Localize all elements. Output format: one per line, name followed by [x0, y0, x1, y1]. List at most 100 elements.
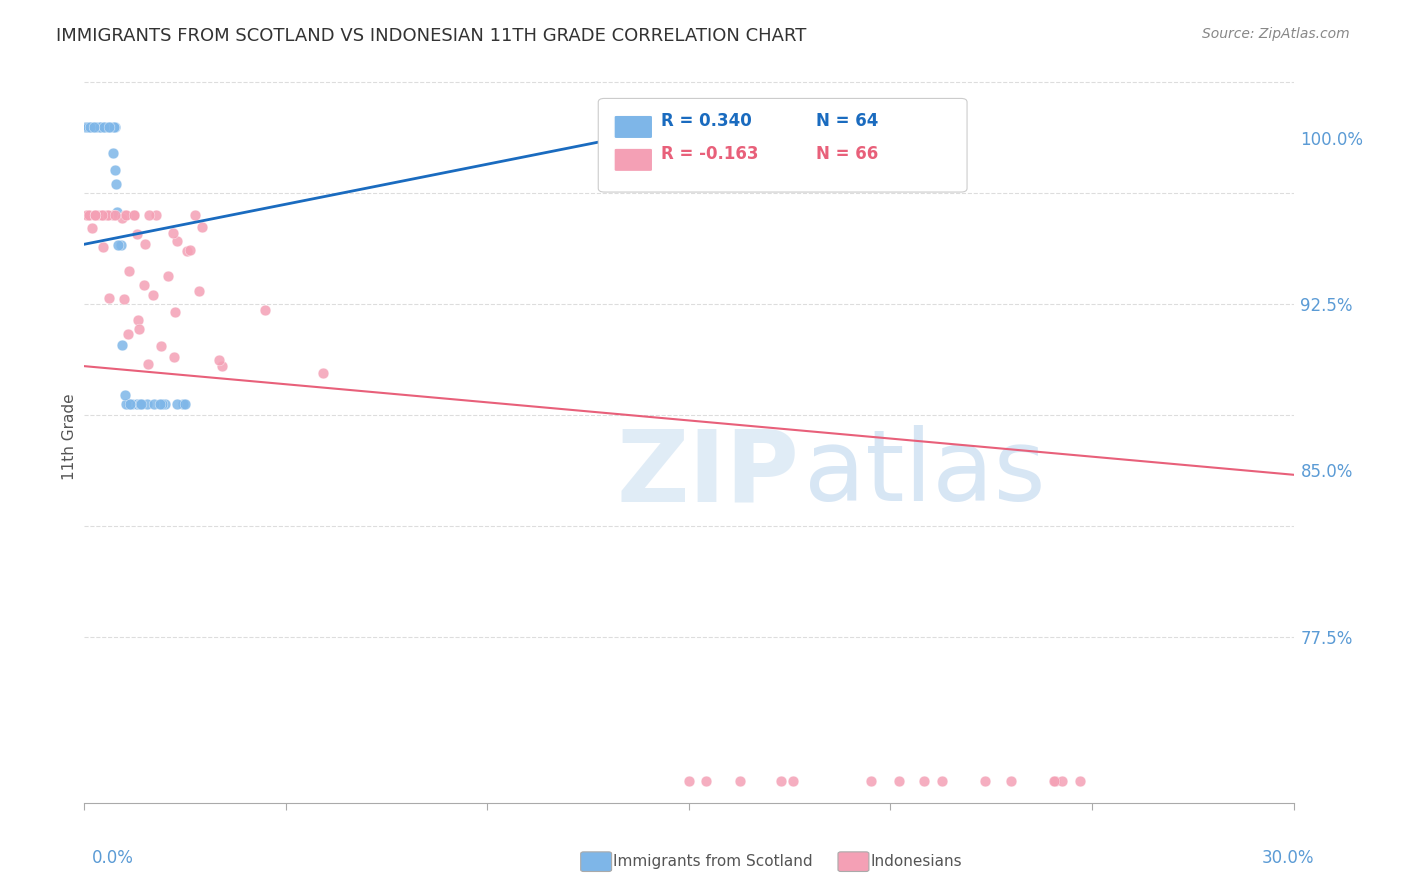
Point — [97, 120, 120, 134]
Point — [87, 120, 110, 134]
Point — [162, 227, 184, 241]
Point — [96, 120, 118, 134]
Point — [179, 244, 201, 258]
Point — [142, 397, 165, 411]
Point — [76, 120, 98, 134]
Point — [117, 326, 139, 341]
Point — [89, 120, 111, 134]
Text: 0.0%: 0.0% — [91, 849, 134, 867]
Point — [84, 209, 107, 223]
Point — [157, 269, 180, 284]
Point — [912, 773, 935, 788]
Point — [150, 339, 173, 353]
Point — [136, 397, 159, 411]
Point — [97, 291, 120, 305]
Point — [129, 397, 152, 411]
Point — [80, 120, 103, 134]
Point — [145, 209, 167, 223]
Text: 30.0%: 30.0% — [1263, 849, 1315, 867]
Point — [114, 209, 136, 223]
Text: ZIP: ZIP — [616, 425, 799, 522]
Point — [98, 120, 121, 134]
Point — [76, 120, 98, 134]
Point — [127, 313, 149, 327]
Point — [80, 220, 103, 235]
Point — [98, 120, 121, 134]
FancyBboxPatch shape — [599, 98, 967, 192]
Point — [84, 120, 107, 134]
Point — [79, 120, 101, 134]
Point — [76, 120, 98, 134]
Point — [678, 773, 700, 788]
Point — [127, 397, 149, 411]
Text: IMMIGRANTS FROM SCOTLAND VS INDONESIAN 11TH GRADE CORRELATION CHART: IMMIGRANTS FROM SCOTLAND VS INDONESIAN 1… — [56, 27, 807, 45]
Point — [86, 209, 108, 223]
Point — [769, 773, 792, 788]
Point — [1050, 773, 1073, 788]
Point — [98, 120, 121, 134]
Point — [115, 209, 138, 223]
Point — [254, 302, 277, 317]
Point — [101, 209, 124, 223]
Point — [1043, 773, 1066, 788]
Point — [75, 120, 97, 134]
Text: Source: ZipAtlas.com: Source: ZipAtlas.com — [1202, 27, 1350, 41]
Point — [128, 322, 150, 336]
Point — [142, 287, 165, 301]
Point — [76, 209, 98, 223]
Point — [1000, 773, 1022, 788]
Point — [114, 397, 136, 411]
Point — [111, 211, 134, 225]
Point — [110, 238, 132, 252]
Point — [122, 209, 145, 223]
Point — [105, 178, 128, 192]
Y-axis label: 11th Grade: 11th Grade — [62, 393, 77, 481]
Point — [80, 120, 103, 134]
Point — [104, 163, 127, 178]
Point — [208, 352, 231, 367]
Point — [153, 397, 176, 411]
Point — [311, 366, 333, 380]
Point — [163, 305, 186, 319]
Point — [191, 219, 214, 234]
Point — [96, 209, 118, 223]
Point — [89, 120, 111, 134]
Point — [132, 278, 155, 293]
Point — [166, 234, 188, 248]
Text: N = 66: N = 66 — [815, 145, 879, 163]
Point — [84, 120, 107, 134]
Point — [79, 120, 101, 134]
Point — [136, 357, 159, 371]
Point — [104, 209, 127, 223]
Point — [91, 209, 114, 223]
Text: atlas: atlas — [804, 425, 1046, 522]
Point — [127, 227, 149, 242]
Point — [104, 120, 127, 134]
Point — [107, 238, 129, 252]
Point — [121, 397, 143, 411]
Point — [1069, 773, 1091, 788]
Text: R = -0.163: R = -0.163 — [661, 145, 759, 163]
Point — [184, 209, 207, 223]
Point — [77, 120, 100, 134]
Point — [162, 350, 184, 364]
Point — [105, 204, 128, 219]
Point — [101, 146, 124, 161]
Point — [79, 120, 101, 134]
Point — [76, 209, 98, 223]
Point — [96, 209, 118, 223]
Point — [1043, 773, 1066, 788]
Point — [127, 397, 149, 411]
Point — [84, 209, 107, 223]
Point — [75, 120, 97, 134]
Point — [117, 264, 139, 278]
Point — [728, 773, 751, 788]
Point — [103, 120, 125, 134]
Text: R = 0.340: R = 0.340 — [661, 112, 752, 130]
Text: N = 64: N = 64 — [815, 112, 879, 130]
Point — [174, 397, 197, 411]
Point — [128, 397, 150, 411]
Point — [93, 209, 115, 223]
Text: Indonesians: Indonesians — [870, 855, 962, 869]
Point — [77, 209, 100, 223]
